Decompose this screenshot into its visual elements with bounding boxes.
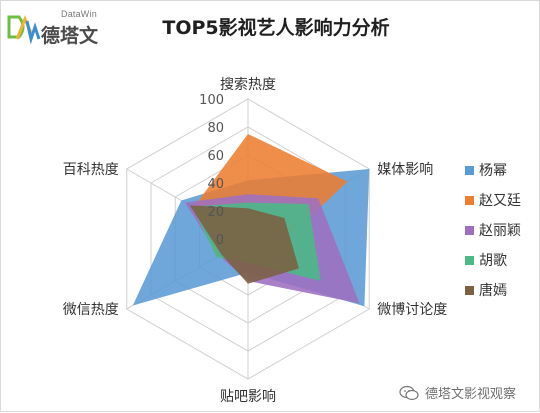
tick-label: 0 [216, 233, 224, 248]
axis-label: 百科热度 [63, 162, 119, 178]
legend-label: 赵丽颖 [479, 223, 521, 239]
axis-label: 搜索热度 [220, 76, 276, 93]
legend-item: 唐嫣 [465, 281, 540, 299]
tick-label: 60 [207, 149, 224, 164]
datawin-logo: DataWin 德塔文 [5, 9, 115, 47]
tick-label: 80 [207, 121, 224, 136]
radar-ticks: 0 20 40 60 80 100 [199, 93, 224, 248]
legend-swatch [465, 255, 474, 265]
logo-name: 德塔文 [41, 25, 99, 47]
tick-label: 100 [199, 93, 224, 108]
chart-legend: 杨幂赵又廷赵丽颖胡歌唐嫣 [465, 161, 540, 311]
series-area [189, 205, 299, 284]
legend-item: 赵又廷 [465, 191, 540, 209]
logo-subtitle: DataWin [61, 9, 97, 19]
legend-swatch [465, 225, 474, 235]
legend-swatch [465, 165, 474, 175]
watermark: 德塔文影视观察 [399, 383, 516, 402]
legend-swatch [465, 285, 474, 295]
datawin-logo-mark [7, 15, 41, 45]
watermark-text: 德塔文影视观察 [425, 387, 517, 402]
axis-label: 微博讨论度 [377, 301, 447, 318]
tick-label: 20 [207, 205, 224, 220]
radar-series [132, 134, 370, 307]
axis-label: 媒体影响 [377, 162, 433, 178]
legend-label: 胡歌 [479, 253, 507, 269]
legend-item: 胡歌 [465, 251, 540, 269]
legend-item: 杨幂 [465, 161, 540, 179]
legend-label: 唐嫣 [479, 283, 507, 299]
wechat-icon [399, 385, 419, 400]
tick-label: 40 [207, 177, 224, 192]
legend-label: 赵又廷 [479, 193, 521, 209]
axis-label: 微信热度 [63, 302, 119, 318]
legend-label: 杨幂 [479, 163, 507, 179]
legend-item: 赵丽颖 [465, 221, 540, 239]
axis-label: 贴吧影响 [220, 389, 276, 405]
legend-swatch [465, 195, 474, 205]
chart-title: TOP5影视艺人影响力分析 [162, 17, 390, 39]
